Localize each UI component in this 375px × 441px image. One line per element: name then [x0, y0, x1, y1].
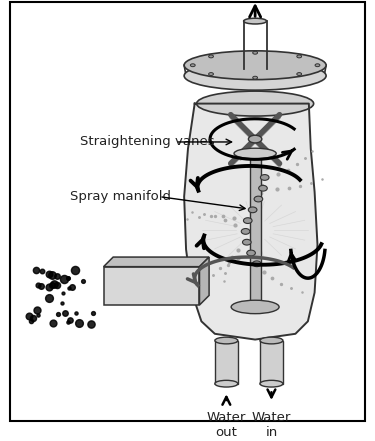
Ellipse shape — [243, 218, 252, 224]
Text: Straightening vanes: Straightening vanes — [80, 135, 214, 149]
Ellipse shape — [184, 51, 326, 80]
Ellipse shape — [215, 337, 238, 344]
Ellipse shape — [247, 250, 255, 256]
Text: Water
in: Water in — [252, 411, 291, 438]
Ellipse shape — [297, 55, 302, 58]
Ellipse shape — [260, 337, 283, 344]
Ellipse shape — [253, 51, 258, 54]
Ellipse shape — [260, 380, 283, 387]
Ellipse shape — [241, 228, 250, 234]
Ellipse shape — [260, 175, 269, 180]
Polygon shape — [104, 267, 200, 305]
Ellipse shape — [209, 73, 213, 75]
Ellipse shape — [209, 55, 213, 58]
Bar — [260, 340, 283, 384]
Ellipse shape — [234, 148, 276, 159]
Ellipse shape — [315, 64, 320, 67]
Ellipse shape — [231, 300, 279, 314]
Bar — [251, 158, 261, 302]
Ellipse shape — [253, 76, 258, 79]
Ellipse shape — [243, 239, 251, 245]
Ellipse shape — [184, 61, 326, 90]
Ellipse shape — [259, 185, 267, 191]
Polygon shape — [184, 104, 318, 340]
Ellipse shape — [196, 91, 314, 116]
Bar — [215, 340, 238, 384]
Ellipse shape — [297, 73, 302, 75]
Polygon shape — [104, 257, 209, 267]
Ellipse shape — [248, 207, 257, 213]
Ellipse shape — [248, 135, 262, 143]
Text: Spray manifold: Spray manifold — [70, 190, 171, 203]
Ellipse shape — [254, 196, 263, 202]
Ellipse shape — [215, 380, 238, 387]
Ellipse shape — [244, 18, 267, 24]
Text: Water
out: Water out — [207, 411, 246, 438]
Ellipse shape — [252, 261, 261, 267]
Polygon shape — [200, 257, 209, 305]
Ellipse shape — [190, 64, 195, 67]
